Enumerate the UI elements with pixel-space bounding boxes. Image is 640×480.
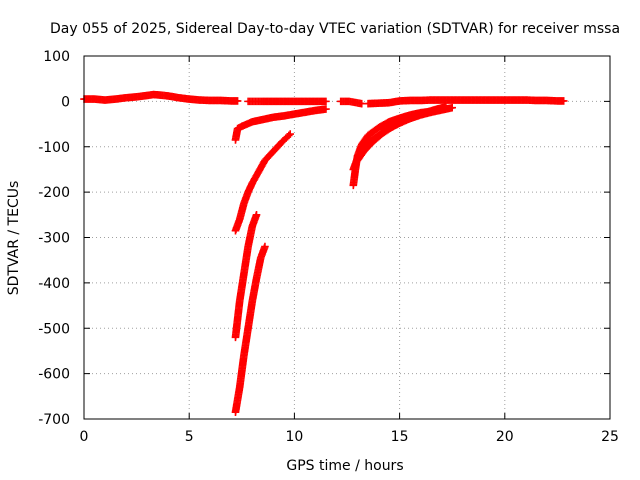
data-point bbox=[322, 97, 330, 106]
series-group bbox=[353, 103, 450, 165]
x-tick-label: 5 bbox=[185, 429, 194, 445]
y-tick-label: -500 bbox=[38, 321, 70, 337]
y-tick-label: -700 bbox=[38, 412, 70, 428]
series-group bbox=[364, 96, 568, 108]
x-tick-label: 0 bbox=[80, 429, 89, 445]
y-tick-label: 100 bbox=[43, 49, 70, 65]
axis-ticks: 0 5 10 15 20 25 100 0 -100 -200 -300 -400 -500 -600 -7… bbox=[38, 49, 619, 445]
series-group bbox=[80, 90, 242, 105]
series-group bbox=[231, 130, 294, 235]
x-axis-label: GPS time / hours bbox=[286, 458, 403, 474]
y-tick-label: -400 bbox=[38, 276, 70, 292]
series-group bbox=[244, 97, 330, 106]
series-group bbox=[336, 97, 366, 108]
data-point bbox=[559, 97, 568, 105]
data-point bbox=[357, 99, 366, 108]
chart-title: Day 055 of 2025, Sidereal Day-to-day VTE… bbox=[50, 21, 620, 37]
data-point bbox=[233, 97, 242, 105]
series-group bbox=[231, 211, 261, 342]
y-tick-label: -300 bbox=[38, 231, 70, 247]
data-point bbox=[448, 103, 456, 112]
series-group bbox=[231, 242, 269, 416]
y-axis-label: SDTVAR / TECUs bbox=[6, 181, 22, 296]
data-series bbox=[80, 90, 568, 416]
grid-lines bbox=[84, 56, 610, 419]
x-tick-label: 15 bbox=[391, 429, 409, 445]
y-tick-label: -600 bbox=[38, 367, 70, 383]
y-tick-label: -100 bbox=[38, 140, 70, 156]
x-tick-label: 10 bbox=[285, 429, 303, 445]
x-tick-label: 25 bbox=[601, 429, 619, 445]
y-tick-label: 0 bbox=[61, 94, 70, 110]
y-tick-label: -200 bbox=[38, 185, 70, 201]
data-point bbox=[442, 103, 450, 111]
series-group bbox=[231, 105, 330, 144]
data-point bbox=[286, 130, 294, 138]
data-point bbox=[252, 211, 261, 219]
plot-frame bbox=[83, 55, 611, 420]
data-point bbox=[322, 105, 330, 113]
data-point bbox=[261, 242, 269, 251]
x-tick-label: 20 bbox=[496, 429, 514, 445]
